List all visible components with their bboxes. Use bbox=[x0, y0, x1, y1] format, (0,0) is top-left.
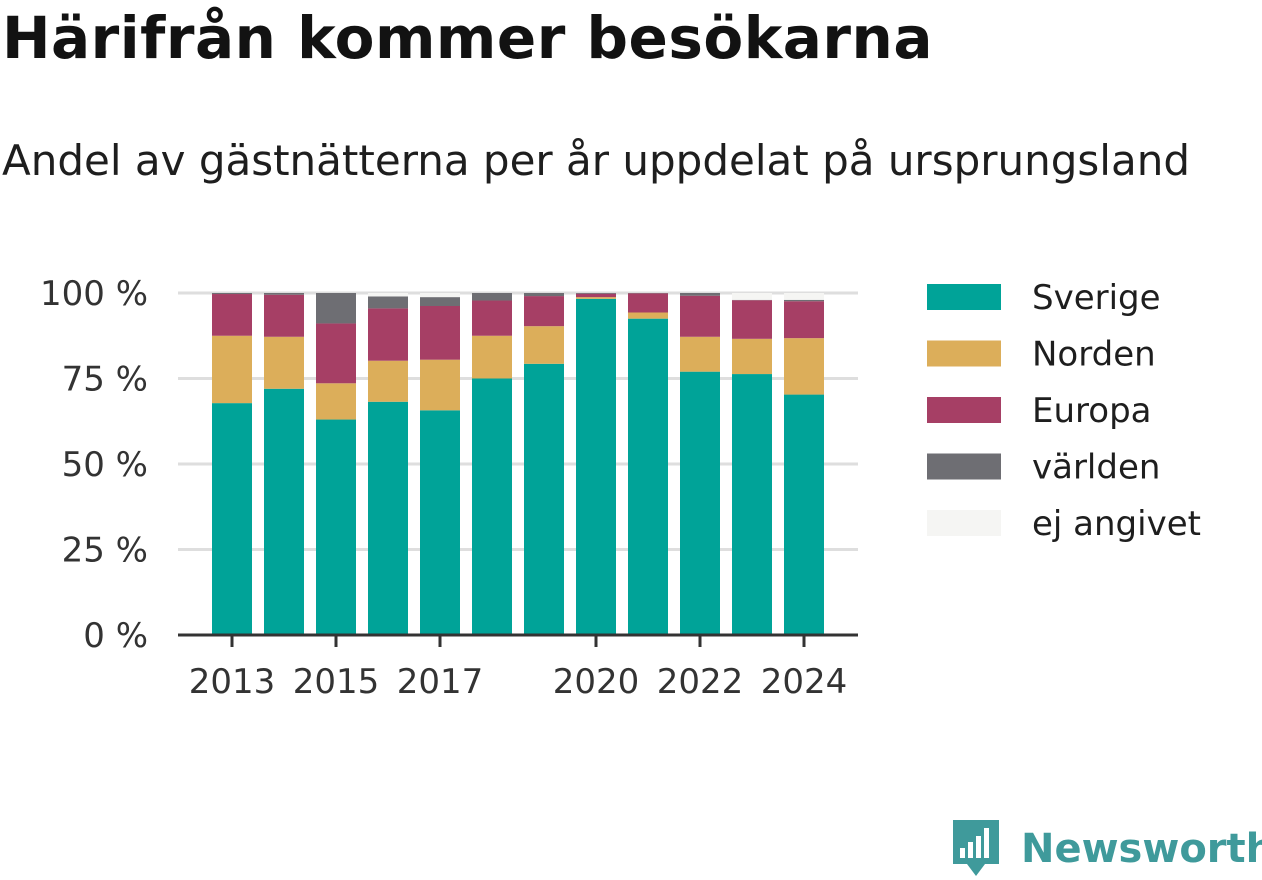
bar-segment-2019-Europa bbox=[524, 296, 564, 326]
brand-logo: Newsworthy bbox=[951, 818, 1262, 880]
brand-name: Newsworthy bbox=[1021, 826, 1262, 872]
bar-segment-2016-ej-angivet bbox=[368, 293, 408, 296]
bar-segment-2015-Sverige bbox=[316, 420, 356, 635]
x-tick-label: 2024 bbox=[761, 662, 848, 702]
bar-segment-2024-världen bbox=[784, 300, 824, 301]
bar-segment-2016-världen bbox=[368, 296, 408, 308]
bar-segment-2014-Sverige bbox=[264, 389, 304, 635]
newsworthy-logo-icon bbox=[951, 818, 1001, 880]
bar-segment-2020-Norden bbox=[576, 297, 616, 299]
y-axis-tick-labels: 0 % 25 % 50 % 75 % 100 % bbox=[40, 274, 148, 656]
bar-segment-2013-Norden bbox=[212, 336, 252, 403]
bar-segment-2023-Europa bbox=[732, 300, 772, 339]
bar-segment-2019-Norden bbox=[524, 326, 564, 364]
bar-segment-2017-Sverige bbox=[420, 410, 460, 635]
bar-segment-2018-Norden bbox=[472, 336, 512, 379]
bar-segment-2013-Europa bbox=[212, 294, 252, 336]
x-tick-label: 2022 bbox=[657, 662, 744, 702]
bar-segment-2014-Europa bbox=[264, 295, 304, 337]
y-tick-label: 0 % bbox=[83, 616, 148, 656]
bar-segment-2018-Sverige bbox=[472, 379, 512, 636]
bar-segment-2014-Norden bbox=[264, 337, 304, 389]
legend-swatch bbox=[927, 454, 1001, 480]
bar-segment-2019-världen bbox=[524, 293, 564, 296]
y-tick-label: 100 % bbox=[40, 274, 148, 314]
bar-segment-2023-Norden bbox=[732, 339, 772, 374]
bar-segment-2022-Norden bbox=[680, 337, 720, 372]
bar-segment-2013-världen bbox=[212, 293, 252, 294]
bar-segment-2016-Sverige bbox=[368, 402, 408, 635]
legend-label: Europa bbox=[1032, 391, 1151, 431]
bar-segment-2022-världen bbox=[680, 293, 720, 296]
legend-swatch bbox=[927, 397, 1001, 423]
bar-segment-2017-Norden bbox=[420, 360, 460, 411]
y-tick-label: 50 % bbox=[62, 445, 148, 485]
y-tick-label: 25 % bbox=[62, 531, 148, 571]
bar-segment-2024-Norden bbox=[784, 338, 824, 394]
x-tick-label: 2013 bbox=[189, 662, 276, 702]
legend-label: ej angivet bbox=[1032, 504, 1201, 544]
legend-label: Norden bbox=[1032, 335, 1156, 375]
bar-segment-2024-ej-angivet bbox=[784, 293, 824, 300]
bar-segment-2021-Norden bbox=[628, 312, 668, 318]
bar-segment-2020-Europa bbox=[576, 294, 616, 297]
bar-segment-2015-Norden bbox=[316, 383, 356, 419]
bar-segment-2024-Sverige bbox=[784, 395, 824, 635]
bar-segment-2021-Europa bbox=[628, 293, 668, 312]
bar-segment-2016-Europa bbox=[368, 308, 408, 360]
bar-segment-2022-Sverige bbox=[680, 372, 720, 635]
x-tick-label: 2020 bbox=[553, 662, 640, 702]
x-tick-label: 2015 bbox=[293, 662, 380, 702]
legend-swatch bbox=[927, 284, 1001, 310]
bar-segment-2017-Europa bbox=[420, 306, 460, 360]
x-tick-label: 2017 bbox=[397, 662, 484, 702]
legend-swatch bbox=[927, 510, 1001, 536]
bar-segment-2016-Norden bbox=[368, 361, 408, 402]
bar-segment-2015-världen bbox=[316, 293, 356, 323]
bar-segment-2013-Sverige bbox=[212, 403, 252, 635]
bar-segment-2015-Europa bbox=[316, 323, 356, 383]
chart-legend: Sverige Norden Europa världen ej angivet bbox=[927, 278, 1201, 544]
bar-segment-2014-världen bbox=[264, 293, 304, 295]
legend-label: Sverige bbox=[1032, 278, 1161, 318]
bar-segment-2023-Sverige bbox=[732, 374, 772, 635]
bar-segment-2024-Europa bbox=[784, 301, 824, 338]
y-tick-label: 75 % bbox=[62, 360, 148, 400]
bar-segment-2018-världen bbox=[472, 293, 512, 301]
bar-segment-2017-ej-angivet bbox=[420, 293, 460, 297]
bar-segment-2020-världen bbox=[576, 293, 616, 294]
legend-swatch bbox=[927, 341, 1001, 367]
bar-segment-2019-Sverige bbox=[524, 364, 564, 635]
legend-label: världen bbox=[1032, 448, 1160, 488]
bar-segment-2020-Sverige bbox=[576, 299, 616, 635]
bar-segment-2018-Europa bbox=[472, 301, 512, 336]
x-axis: 2013 2015 2017 2020 2022 2024 bbox=[178, 635, 858, 702]
bar-segment-2021-Sverige bbox=[628, 319, 668, 635]
bar-segment-2017-världen bbox=[420, 297, 460, 306]
bar-segment-2022-Europa bbox=[680, 296, 720, 337]
bar-segment-2023-ej-angivet bbox=[732, 293, 772, 300]
